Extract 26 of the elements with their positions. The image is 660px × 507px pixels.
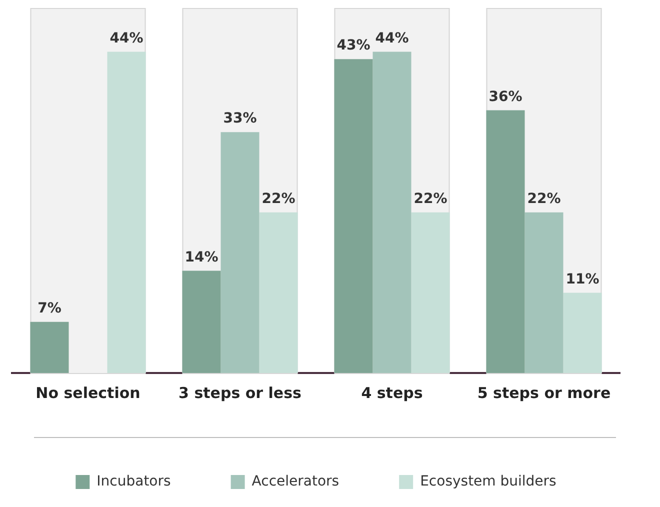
data-label: 44% (375, 30, 409, 46)
data-label: 7% (38, 300, 62, 317)
bar (524, 212, 564, 373)
data-label: 22% (262, 191, 296, 208)
x-tick-label: 4 steps (361, 384, 423, 402)
bar (411, 212, 450, 373)
data-label: 11% (566, 271, 600, 288)
data-label: 33% (223, 110, 257, 127)
x-tick-label: 5 steps or more (477, 384, 611, 402)
bar (182, 270, 221, 373)
data-label: 14% (184, 249, 218, 266)
data-label: 22% (527, 191, 561, 208)
legend-label: Incubators (96, 474, 171, 490)
data-label: 43% (336, 38, 370, 54)
bar (259, 212, 298, 373)
bar (486, 110, 525, 373)
data-label: 36% (488, 88, 522, 105)
legend-label: Ecosystem builders (420, 474, 556, 490)
data-label: 44% (110, 30, 144, 46)
bar (220, 132, 260, 373)
legend-label: Accelerators (252, 474, 340, 490)
bar (563, 292, 602, 373)
x-tick-label: No selection (36, 384, 140, 402)
bar (30, 322, 69, 373)
data-label: 22% (414, 191, 448, 208)
x-tick-label: 3 steps or less (178, 384, 302, 402)
